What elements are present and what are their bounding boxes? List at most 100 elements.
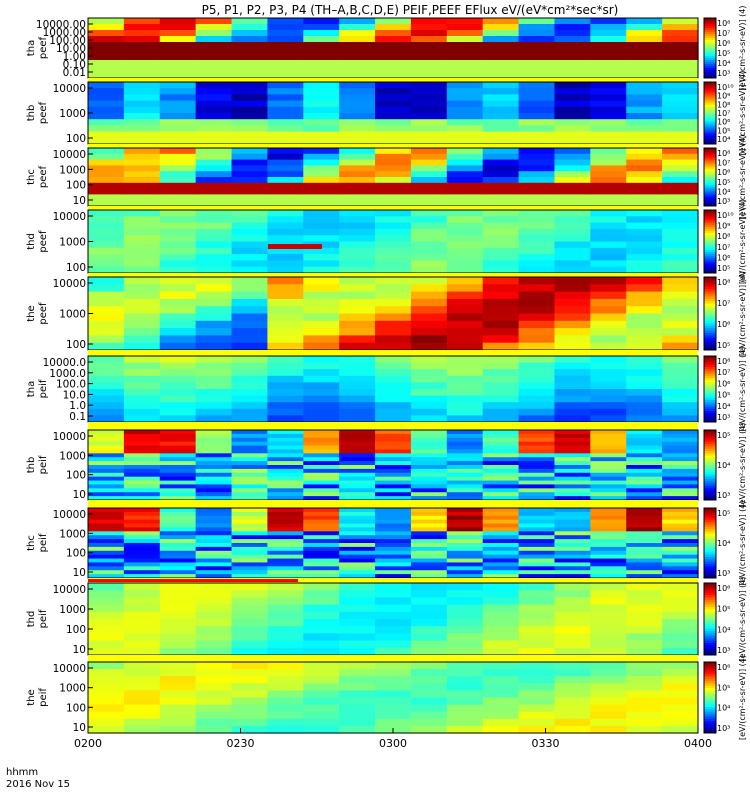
- heatmap-cell: [375, 320, 412, 329]
- heatmap-cell: [518, 60, 556, 67]
- colorbar-segment: [704, 340, 716, 344]
- heatmap-cell: [410, 619, 448, 627]
- heatmap-cell: [123, 266, 161, 274]
- heatmap-cell: [662, 291, 699, 300]
- heatmap-cell: [446, 683, 484, 691]
- colorbar-segment: [704, 488, 716, 492]
- colorbar-segment: [704, 256, 716, 259]
- heatmap-cell: [662, 527, 699, 532]
- heatmap-cell: [123, 298, 161, 307]
- heatmap-cell: [482, 697, 520, 706]
- heatmap-cell: [267, 222, 304, 230]
- heatmap-cell: [375, 106, 412, 114]
- heatmap-cell: [159, 415, 197, 423]
- colorbar-segment: [704, 375, 716, 379]
- heatmap-cell: [554, 433, 591, 439]
- heatmap-cell: [518, 453, 556, 458]
- heatmap-cell: [410, 523, 448, 529]
- heatmap-cell: [88, 200, 125, 207]
- heatmap-cell: [662, 119, 699, 126]
- heatmap-cell: [231, 511, 269, 517]
- heatmap-cell: [554, 492, 591, 497]
- heatmap-cell: [303, 148, 340, 155]
- colorbar-tick-label: 10⁸: [717, 232, 730, 241]
- heatmap-cell: [590, 375, 627, 383]
- heatmap-cell: [662, 88, 699, 95]
- colorbar-tick-label: 10⁵: [717, 431, 730, 440]
- heatmap-cell: [159, 457, 197, 462]
- heatmap-cell: [375, 235, 412, 243]
- heatmap-cell: [195, 177, 233, 184]
- heatmap-cell: [339, 216, 376, 224]
- colorbar-segment: [704, 602, 716, 606]
- colorbar-segment: [704, 218, 716, 221]
- heatmap-cell: [88, 153, 125, 161]
- heatmap-cell: [482, 669, 520, 677]
- heatmap-cell: [195, 583, 233, 591]
- heatmap-cell: [482, 415, 520, 423]
- heatmap-cell: [159, 216, 197, 224]
- heatmap-cell: [662, 546, 699, 552]
- heatmap-cell: [231, 298, 269, 307]
- colorbar-segment: [704, 358, 716, 361]
- colorbar-segment: [704, 583, 716, 586]
- heatmap-cell: [662, 690, 699, 699]
- heatmap-cell: [123, 511, 161, 517]
- heatmap-cell: [446, 216, 484, 224]
- colorbar-segment: [704, 88, 716, 91]
- colorbar-segment: [704, 178, 716, 182]
- heatmap-cell: [554, 210, 591, 217]
- heatmap-cell: [303, 36, 340, 43]
- heatmap-cell: [554, 554, 591, 560]
- heatmap-cell: [195, 395, 233, 403]
- colorbar-segment: [704, 512, 716, 516]
- heatmap-cell: [482, 42, 520, 49]
- heatmap-cell: [267, 18, 304, 25]
- heatmap-cell: [554, 241, 591, 249]
- heatmap-cell: [123, 725, 161, 734]
- heatmap-cell: [410, 131, 448, 139]
- colorbar-segment: [704, 26, 716, 29]
- heatmap-cell: [410, 535, 448, 540]
- heatmap-cell: [123, 18, 161, 25]
- heatmap-cell: [554, 626, 591, 634]
- heatmap-cell: [518, 188, 556, 195]
- heatmap-cell: [590, 241, 627, 249]
- heatmap-cell: [195, 125, 233, 133]
- gap-band: [88, 144, 698, 148]
- colorbar-segment: [704, 550, 716, 553]
- heatmap-cell: [590, 210, 627, 217]
- heatmap-cell: [518, 260, 556, 268]
- heatmap-cell: [159, 433, 197, 439]
- heatmap-cell: [626, 711, 663, 720]
- heatmap-cell: [195, 437, 233, 443]
- heatmap-cell: [339, 583, 376, 591]
- heatmap-cell: [375, 113, 412, 120]
- heatmap-cell: [518, 583, 556, 591]
- heatmap-cell: [267, 457, 304, 462]
- colorbar-segment: [704, 517, 716, 521]
- heatmap-cell: [303, 277, 340, 285]
- panel-species-label: peef: [38, 101, 49, 124]
- heatmap-cell: [303, 511, 340, 517]
- heatmap-cell: [375, 241, 412, 249]
- heatmap-cell: [482, 488, 520, 493]
- heatmap-cell: [554, 539, 591, 544]
- heatmap-cell: [410, 415, 448, 423]
- heatmap-cell: [482, 508, 520, 513]
- heatmap-cell: [482, 546, 520, 552]
- heatmap-cell: [590, 531, 627, 536]
- heatmap-cell: [88, 449, 125, 454]
- heatmap-cell: [626, 88, 663, 95]
- colorbar-segment: [704, 614, 716, 618]
- heatmap-cell: [446, 131, 484, 139]
- heatmap-cell: [446, 335, 484, 344]
- heatmap-cell: [159, 465, 197, 470]
- heatmap-cell: [446, 119, 484, 126]
- heatmap-cell: [339, 36, 376, 43]
- colorbar-segment: [704, 82, 716, 85]
- heatmap-cell: [159, 210, 197, 217]
- heatmap-cell: [590, 356, 627, 364]
- heatmap-cell: [195, 60, 233, 67]
- heatmap-cell: [446, 171, 484, 178]
